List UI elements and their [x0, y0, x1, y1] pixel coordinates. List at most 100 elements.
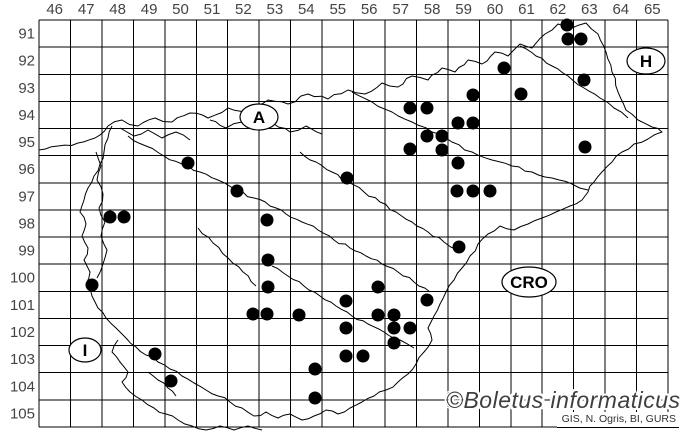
occurrence-dot [435, 129, 449, 143]
river-line [95, 151, 108, 279]
occurrence-dot [497, 61, 511, 75]
grid-row-label: 99 [18, 243, 35, 260]
occurrence-dot [574, 32, 588, 46]
grid-column-label: 60 [487, 1, 504, 18]
grid-column-label: 58 [424, 1, 441, 18]
river-line [147, 371, 177, 397]
grid-row-label: 94 [18, 107, 35, 124]
occurrence-dot [466, 116, 480, 130]
grid-column-label: 63 [581, 1, 598, 18]
country-ellipse-italy [68, 337, 102, 363]
grid-row-label: 102 [10, 324, 35, 341]
occurrence-dot [450, 184, 464, 198]
grid-column-label: 62 [550, 1, 567, 18]
grid-column-label: 65 [644, 1, 661, 18]
occurrence-dot [261, 280, 275, 294]
occurrence-dot [292, 308, 306, 322]
occurrence-dot [85, 278, 99, 292]
country-letter-italy: I [83, 341, 88, 360]
occurrence-dot [260, 213, 274, 227]
occurrence-dot [246, 307, 260, 321]
grid-column-label: 56 [361, 1, 378, 18]
grid-column-label: 53 [267, 1, 284, 18]
grid-row-label: 105 [10, 405, 35, 422]
grid-row-label: 97 [18, 188, 35, 205]
country-label-croatia: CRO [501, 266, 557, 298]
occurrence-dot [577, 73, 591, 87]
grid-column-label: 47 [78, 1, 95, 18]
grid-column-label: 48 [109, 1, 126, 18]
grid-column-label: 57 [392, 1, 409, 18]
occurrence-dot [403, 142, 417, 156]
grid-layer [38, 19, 669, 428]
occurrence-dot [261, 253, 275, 267]
grid-row-label: 104 [10, 378, 35, 395]
grid-column-label: 54 [298, 1, 315, 18]
occurrence-dot [452, 240, 466, 254]
grid-row-label: 95 [18, 134, 35, 151]
occurrence-dot [420, 101, 434, 115]
river-line [111, 339, 263, 431]
credits-line: GIS, N. Ogris, BI, GURS [556, 412, 679, 428]
country-ellipse-hungary [626, 47, 666, 75]
occurrence-dot [578, 140, 592, 154]
grid-column-label: 64 [612, 1, 629, 18]
grid-column-label: 51 [204, 1, 221, 18]
occurrence-dot [308, 391, 322, 405]
grid-column-label: 59 [455, 1, 472, 18]
grid-column-label: 55 [329, 1, 346, 18]
occurrence-dot [164, 374, 178, 388]
country-label-austria: A [239, 103, 279, 131]
grid-row-label: 91 [18, 26, 35, 43]
country-letter-hungary: H [640, 52, 652, 71]
country-letter-austria: A [253, 108, 265, 127]
occurrence-dot [560, 18, 574, 32]
occurrence-dot [435, 143, 449, 157]
grid-row-label: 103 [10, 351, 35, 368]
occurrence-dot [340, 171, 354, 185]
country-ellipse-austria [239, 103, 279, 131]
grid-row-label: 92 [18, 53, 35, 70]
river-line [299, 151, 459, 251]
occurrence-dots-layer [85, 18, 592, 405]
grid-column-label: 61 [518, 1, 535, 18]
occurrence-dot [356, 349, 370, 363]
occurrence-dot [339, 349, 353, 363]
grid-column-label: 50 [172, 1, 189, 18]
occurrence-dot [181, 156, 195, 170]
occurrence-dot [387, 336, 401, 350]
occurrence-dot [339, 321, 353, 335]
river-line [519, 45, 629, 119]
grid-column-label: 52 [235, 1, 252, 18]
occurrence-dot [339, 294, 353, 308]
grid-row-label: 93 [18, 80, 35, 97]
country-labels-layer: A H CRO I [68, 47, 666, 363]
occurrence-dot [148, 347, 162, 361]
grid-row-label: 101 [10, 297, 35, 314]
grid-row-label: 100 [10, 270, 35, 287]
grid-column-label: 46 [46, 1, 63, 18]
river-line [197, 227, 257, 287]
occurrence-dot [387, 321, 401, 335]
occurrence-dot [403, 321, 417, 335]
country-ellipse-croatia [501, 266, 557, 298]
occurrence-dot [117, 210, 131, 224]
occurrence-dot [561, 32, 575, 46]
country-label-italy: I [68, 337, 102, 363]
occurrence-dot [308, 362, 322, 376]
map-outline-layer [38, 22, 663, 431]
occurrence-dot [420, 293, 434, 307]
country-letter-croatia: CRO [510, 273, 548, 292]
country-label-hungary: H [626, 47, 666, 75]
occurrence-dot [387, 308, 401, 322]
river-line [271, 265, 415, 349]
grid-column-label: 49 [141, 1, 158, 18]
occurrence-dot [403, 101, 417, 115]
river-line [351, 91, 589, 191]
occurrence-dot [514, 87, 528, 101]
grid-row-label: 96 [18, 161, 35, 178]
occurrence-dot [466, 184, 480, 198]
watermark: ©Boletus informaticus [446, 387, 680, 413]
